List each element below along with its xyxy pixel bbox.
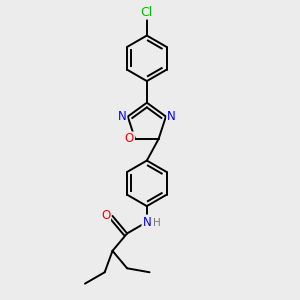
Text: O: O	[101, 208, 110, 221]
Text: N: N	[118, 110, 127, 123]
Text: O: O	[125, 132, 134, 146]
Text: H: H	[153, 218, 161, 228]
Text: N: N	[167, 110, 176, 123]
Text: Cl: Cl	[141, 6, 153, 19]
Text: N: N	[142, 215, 151, 229]
